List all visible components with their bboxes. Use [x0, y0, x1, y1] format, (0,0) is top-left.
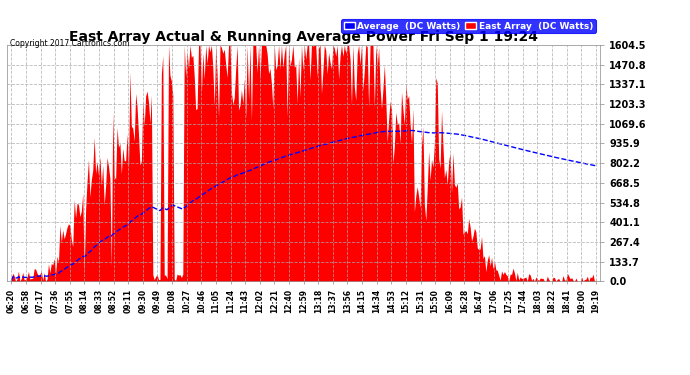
Legend: Average  (DC Watts), East Array  (DC Watts): Average (DC Watts), East Array (DC Watts… — [341, 19, 595, 33]
Text: Copyright 2017 Cartronics.com: Copyright 2017 Cartronics.com — [10, 39, 130, 48]
Title: East Array Actual & Running Average Power Fri Sep 1 19:24: East Array Actual & Running Average Powe… — [69, 30, 538, 44]
